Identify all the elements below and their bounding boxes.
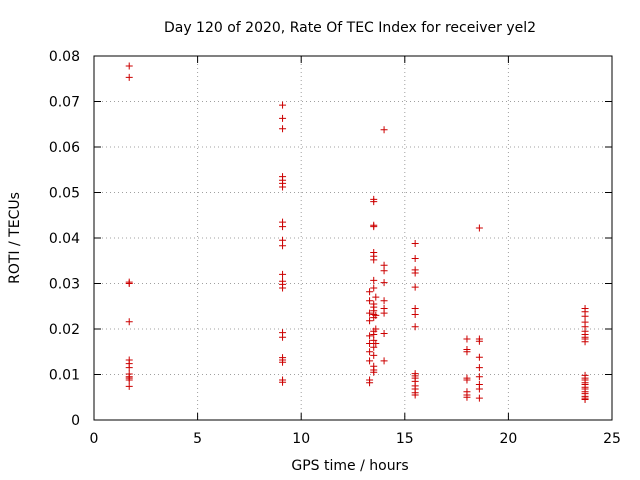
data-point	[366, 348, 374, 356]
data-point	[370, 223, 378, 231]
data-point	[380, 279, 388, 287]
x-tick-label: 0	[90, 431, 99, 447]
data-point	[125, 62, 133, 70]
y-tick-label: 0.08	[49, 49, 80, 65]
data-point	[581, 396, 589, 404]
data-point	[279, 378, 287, 386]
data-point	[372, 325, 380, 333]
data-point	[380, 297, 388, 305]
grid	[94, 56, 612, 420]
data-point	[366, 297, 374, 305]
data-point	[370, 276, 378, 284]
data-points	[125, 62, 589, 404]
data-point	[366, 332, 374, 340]
data-point	[370, 284, 378, 292]
x-tick-label: 10	[292, 431, 310, 447]
data-point	[279, 242, 287, 250]
y-tick-label: 0.05	[49, 186, 80, 202]
data-point	[279, 270, 287, 278]
data-point	[475, 385, 483, 393]
data-point	[372, 293, 380, 301]
y-tick-label: 0.02	[49, 322, 80, 338]
data-point	[463, 393, 471, 401]
data-point	[411, 323, 419, 331]
data-point	[279, 333, 287, 341]
data-point	[411, 239, 419, 247]
chart-title: Day 120 of 2020, Rate Of TEC Index for r…	[164, 20, 536, 36]
data-point	[370, 351, 378, 359]
data-point	[279, 101, 287, 109]
data-point	[475, 337, 483, 345]
data-point	[370, 343, 378, 351]
data-point	[370, 330, 378, 338]
data-point	[125, 280, 133, 287]
data-point	[279, 358, 287, 366]
data-point	[370, 256, 378, 264]
y-tick-labels: 0 0.01 0.02 0.03 0.04 0.05 0.06 0.07 0.08	[49, 49, 80, 429]
data-point	[125, 73, 133, 81]
data-point	[125, 382, 133, 390]
y-tick-label: 0.03	[49, 277, 80, 293]
y-tick-label: 0	[71, 413, 80, 429]
y-tick-label: 0.06	[49, 140, 80, 156]
data-point	[279, 223, 287, 231]
data-point	[463, 376, 471, 384]
data-point	[372, 340, 380, 348]
data-point	[475, 394, 483, 402]
data-point	[279, 125, 287, 133]
data-point	[581, 338, 589, 346]
data-point	[475, 224, 483, 232]
y-axis-label: ROTI / TECUs	[7, 192, 23, 284]
x-tick-labels: 0 5 10 15 20 25	[90, 431, 621, 447]
data-point	[380, 330, 388, 338]
data-point	[463, 348, 471, 356]
data-point	[279, 114, 287, 122]
data-point	[366, 309, 374, 317]
y-tick-label: 0.07	[49, 95, 80, 111]
data-point	[125, 318, 133, 326]
x-axis-label: GPS time / hours	[291, 458, 408, 474]
data-point	[372, 311, 380, 319]
data-point	[279, 183, 287, 191]
data-point	[411, 310, 419, 318]
data-point	[279, 284, 287, 292]
data-point	[411, 269, 419, 277]
data-point	[366, 317, 374, 325]
data-point	[370, 368, 378, 376]
axis-ticks	[93, 55, 613, 421]
y-tick-label: 0.04	[49, 231, 80, 247]
data-point	[366, 340, 374, 348]
data-point	[411, 305, 419, 313]
data-point	[581, 312, 589, 320]
data-point	[411, 254, 419, 262]
x-tick-label: 20	[499, 431, 517, 447]
data-point	[366, 288, 374, 296]
data-point	[475, 364, 483, 372]
data-point	[411, 391, 419, 399]
data-point	[380, 267, 388, 275]
data-point	[380, 357, 388, 365]
data-point	[475, 353, 483, 361]
y-tick-label: 0.01	[49, 368, 80, 384]
data-point	[475, 373, 483, 381]
data-point	[125, 364, 133, 372]
data-point	[463, 335, 471, 343]
data-point	[380, 309, 388, 317]
x-tick-label: 15	[396, 431, 414, 447]
data-point	[380, 126, 388, 134]
data-point	[125, 376, 133, 384]
data-point	[411, 283, 419, 291]
data-point	[366, 357, 374, 365]
x-tick-label: 25	[603, 431, 621, 447]
data-point	[366, 379, 374, 387]
data-point	[370, 198, 378, 206]
x-tick-label: 5	[193, 431, 202, 447]
